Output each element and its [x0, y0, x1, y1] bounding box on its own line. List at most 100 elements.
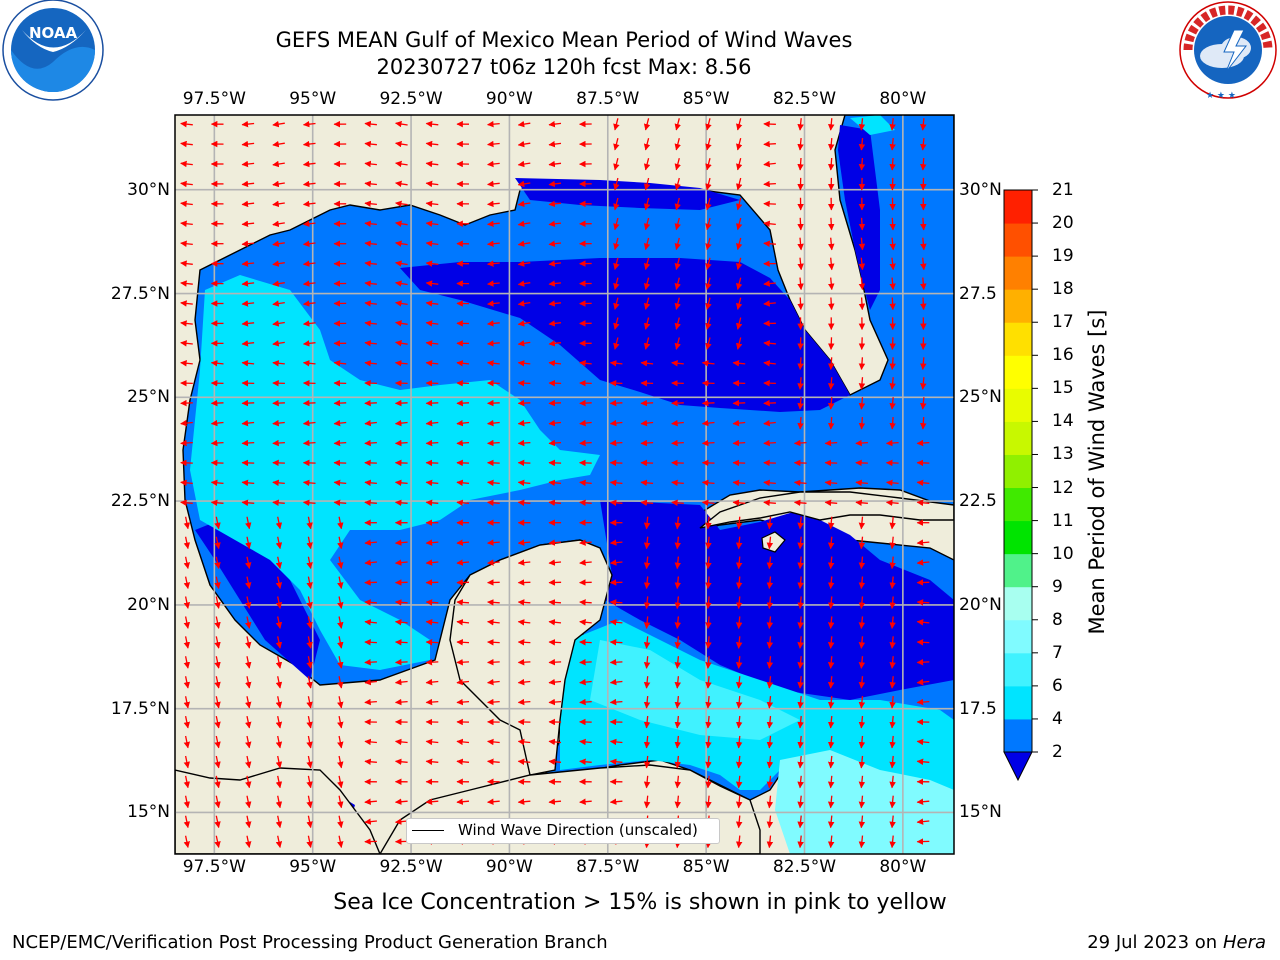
direction-arrow: [827, 815, 835, 829]
direction-arrow: [210, 360, 224, 367]
direction-arrow: [827, 656, 835, 669]
direction-arrow: [705, 516, 712, 530]
svg-text:★ ★ ★: ★ ★ ★: [1206, 91, 1236, 101]
direction-arrow: [183, 616, 191, 629]
direction-arrow: [797, 138, 804, 151]
direction-arrow: [241, 399, 255, 407]
direction-arrow: [705, 257, 712, 271]
direction-arrow: [920, 417, 927, 430]
direction-arrow: [214, 536, 221, 550]
direction-arrow: [643, 217, 651, 231]
direction-arrow: [456, 419, 470, 427]
direction-arrow: [885, 439, 899, 447]
lat-tick-label: 22.5: [959, 491, 997, 512]
direction-arrow: [674, 516, 682, 530]
direction-arrow: [920, 257, 927, 271]
direction-arrow: [640, 360, 654, 367]
direction-arrow: [245, 715, 252, 729]
direction-arrow: [609, 499, 623, 507]
direction-arrow: [613, 237, 620, 251]
direction-arrow: [306, 775, 313, 789]
direction-arrow: [302, 200, 316, 208]
direction-arrow: [487, 280, 500, 287]
direction-arrow: [609, 599, 623, 606]
direction-arrow: [487, 758, 500, 766]
direction-arrow: [920, 357, 927, 370]
direction-arrow: [337, 715, 344, 729]
direction-arrow: [517, 419, 531, 427]
colorbar-segment: [1004, 520, 1032, 555]
direction-arrow: [275, 775, 283, 789]
direction-arrow: [827, 377, 835, 390]
direction-arrow: [705, 576, 712, 590]
colorbar-segment: [1004, 652, 1032, 687]
direction-arrow: [674, 257, 681, 271]
direction-arrow: [920, 377, 927, 390]
mid-period-region: [190, 275, 600, 670]
direction-arrow: [579, 399, 592, 407]
direction-arrow: [487, 260, 500, 267]
direction-arrow: [643, 337, 651, 350]
direction-arrow: [674, 656, 682, 669]
direction-arrow: [674, 317, 681, 330]
direction-arrow: [394, 399, 408, 407]
direction-arrow: [889, 616, 896, 629]
direction-arrow: [916, 439, 930, 447]
direction-arrow: [763, 479, 776, 487]
direction-arrow: [395, 200, 408, 208]
direction-arrow: [306, 735, 313, 749]
direction-arrow: [275, 696, 283, 709]
direction-arrow: [183, 815, 191, 829]
direction-arrow: [732, 419, 746, 427]
lat-tick-label: 22.5°N: [110, 491, 170, 512]
direction-arrow: [732, 399, 746, 407]
direction-arrow: [889, 676, 896, 689]
direction-arrow: [241, 360, 255, 367]
direction-arrow: [609, 798, 623, 805]
direction-arrow: [674, 556, 682, 570]
direction-arrow: [214, 835, 221, 849]
direction-arrow: [306, 576, 313, 590]
direction-arrow: [736, 317, 743, 330]
direction-arrow: [275, 656, 283, 669]
direction-arrow: [275, 815, 283, 829]
direction-arrow: [889, 217, 896, 231]
direction-arrow: [827, 596, 835, 610]
direction-arrow: [517, 658, 531, 666]
direction-arrow: [889, 337, 896, 350]
direction-arrow: [456, 599, 470, 606]
direction-arrow: [793, 439, 807, 447]
direction-arrow: [180, 160, 193, 168]
direction-arrow: [579, 439, 592, 447]
noaa-logo: NOAA: [2, 0, 104, 101]
direction-arrow: [674, 277, 681, 291]
lon-tick-label: 90°W: [485, 857, 533, 877]
direction-arrow: [214, 636, 221, 649]
direction-arrow: [272, 160, 285, 168]
direction-arrow: [916, 738, 930, 746]
direction-arrow: [272, 300, 285, 307]
colorbar-tick-label: 17: [1052, 312, 1074, 333]
direction-arrow: [858, 755, 866, 769]
direction-arrow: [364, 220, 377, 228]
direction-arrow: [705, 775, 712, 789]
footer-date: 29 Jul 2023 on Hera: [1087, 932, 1266, 953]
lat-tick-label: 25°N: [127, 387, 170, 408]
direction-arrow: [364, 798, 377, 805]
direction-arrow: [920, 277, 927, 291]
direction-arrow: [517, 678, 531, 686]
direction-arrow: [394, 599, 408, 606]
direction-arrow: [425, 419, 439, 427]
direction-arrow: [183, 696, 191, 709]
lat-tick-label: 30°N: [127, 179, 170, 200]
direction-arrow: [705, 177, 712, 191]
direction-arrow: [889, 556, 896, 570]
direction-arrow: [364, 439, 377, 447]
lat-tick-label: 20°N: [959, 594, 1002, 615]
direction-arrow: [306, 835, 313, 849]
direction-arrow: [643, 636, 651, 649]
direction-arrow: [456, 439, 470, 447]
direction-arrow: [180, 280, 193, 287]
direction-arrow: [858, 257, 866, 271]
direction-arrow: [705, 676, 712, 689]
